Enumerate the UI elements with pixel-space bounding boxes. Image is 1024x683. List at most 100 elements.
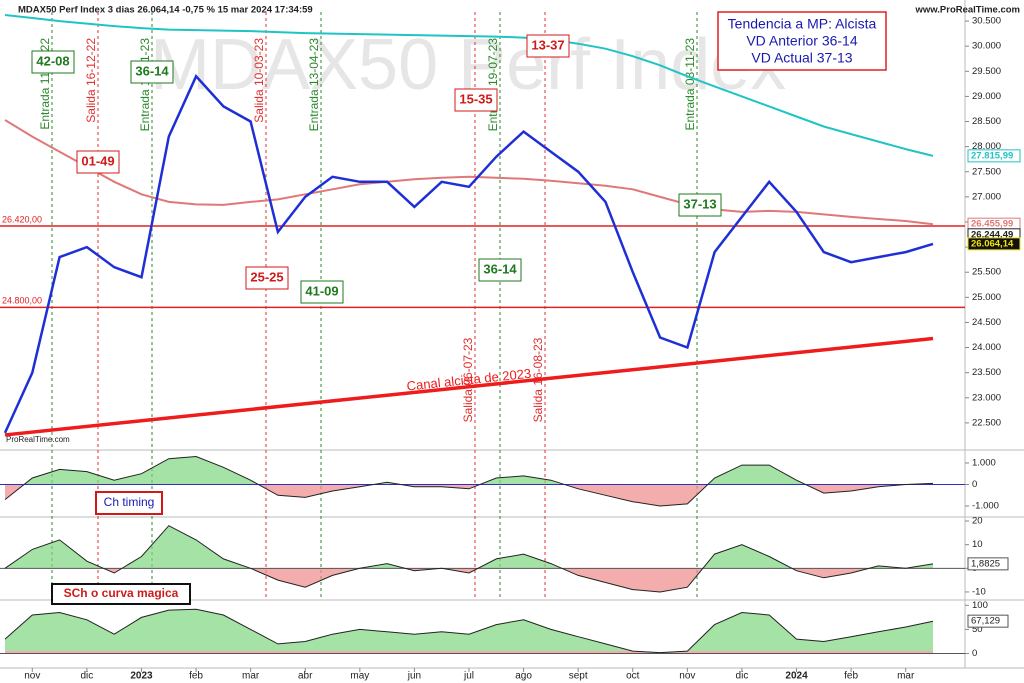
y-tick-label: 23.500 bbox=[972, 367, 1001, 378]
value-tag bbox=[967, 557, 1009, 571]
panel-label-box bbox=[95, 491, 163, 515]
y-tick-label: 30.000 bbox=[972, 41, 1001, 52]
annotation-box bbox=[526, 34, 570, 58]
y-tick-label: 29.500 bbox=[972, 66, 1001, 77]
x-tick-label: feb bbox=[844, 671, 858, 682]
signal-label: Entrada 13-04-23 bbox=[307, 38, 321, 132]
x-tick-label: dic bbox=[80, 671, 93, 682]
price-tag-label: 26.455,99 bbox=[971, 219, 1013, 230]
value-tag-label: 67,129 bbox=[971, 616, 1000, 627]
annotation: 41-09 bbox=[305, 283, 338, 298]
value-tag-label: 1,8825 bbox=[971, 558, 1000, 569]
annotation: 13-37 bbox=[531, 37, 564, 52]
price-line bbox=[4, 14, 934, 157]
y-tick-label: 27.000 bbox=[972, 191, 1001, 202]
annotation: 25-25 bbox=[250, 269, 283, 284]
level-label: 26.420,00 bbox=[2, 214, 42, 224]
x-tick-label: jun bbox=[407, 671, 421, 682]
indicator-line bbox=[4, 455, 934, 507]
signal-label: Salida 10-03-23 bbox=[252, 38, 266, 123]
indicator-area bbox=[5, 485, 900, 506]
price-tag-label: 26.244,49 bbox=[971, 229, 1013, 240]
panel-label-box bbox=[51, 583, 191, 605]
annotation: 37-13 bbox=[683, 196, 716, 211]
y-tick-label: 0 bbox=[972, 479, 977, 490]
signal-label: Entrada 08-11-23 bbox=[683, 38, 697, 131]
level-label: 24.800,00 bbox=[2, 296, 42, 306]
x-tick-label: nov bbox=[24, 671, 40, 682]
y-tick-label: 24.500 bbox=[972, 317, 1001, 328]
price-tag-label: 26.064,14 bbox=[971, 238, 1014, 249]
y-tick-label: -1.000 bbox=[972, 501, 999, 512]
x-tick-label: 2024 bbox=[785, 671, 808, 682]
y-tick-label: 28.000 bbox=[972, 141, 1001, 152]
annotation: 01-49 bbox=[81, 153, 114, 168]
price-tag-label: 27.815,99 bbox=[971, 150, 1013, 161]
annotation: 42-08 bbox=[36, 53, 69, 68]
y-tick-label: 27.500 bbox=[972, 166, 1001, 177]
info-text: VD Anterior 36-14 bbox=[746, 33, 857, 49]
price-tag bbox=[967, 237, 1021, 251]
chart-title: MDAX50 Perf Index 3 dias 26.064,14 -0,75… bbox=[18, 5, 313, 16]
indicator-line bbox=[4, 608, 934, 654]
price-line bbox=[3, 74, 934, 434]
price-line bbox=[4, 119, 934, 226]
x-tick-label: dic bbox=[736, 671, 749, 682]
y-tick-label: 29.000 bbox=[972, 91, 1001, 102]
y-tick-label: 24.000 bbox=[972, 342, 1001, 353]
x-tick-label: may bbox=[350, 671, 369, 682]
annotation: 36-14 bbox=[483, 261, 517, 276]
y-tick-label: -10 bbox=[972, 586, 986, 597]
x-tick-label: sept bbox=[569, 671, 588, 682]
annotation: 15-35 bbox=[459, 91, 492, 106]
annotation-box bbox=[454, 88, 498, 112]
y-tick-label: 20 bbox=[972, 516, 983, 527]
x-tick-label: ago bbox=[515, 671, 532, 682]
annotation-box bbox=[76, 150, 120, 174]
indicator-area bbox=[5, 609, 933, 651]
y-tick-label: 30.500 bbox=[972, 16, 1001, 27]
panel-label: SCh o curva magica bbox=[64, 586, 179, 600]
x-tick-label: 2023 bbox=[130, 671, 153, 682]
x-tick-label: oct bbox=[626, 671, 640, 682]
source-small: ProRealTime.com bbox=[6, 435, 70, 444]
x-tick-label: mar bbox=[897, 671, 915, 682]
x-tick-label: mar bbox=[242, 671, 260, 682]
signal-label: Salida 16-12-22 bbox=[84, 38, 98, 123]
indicator-area bbox=[5, 525, 933, 568]
x-tick-label: feb bbox=[189, 671, 203, 682]
value-tag bbox=[967, 614, 1009, 628]
y-tick-label: 28.500 bbox=[972, 116, 1001, 127]
x-tick-label: abr bbox=[298, 671, 313, 682]
price-tag bbox=[967, 149, 1021, 163]
panel-label: Ch timing bbox=[104, 495, 155, 509]
y-tick-label: 25.500 bbox=[972, 267, 1001, 278]
y-tick-label: 23.000 bbox=[972, 392, 1001, 403]
annotation-box bbox=[31, 50, 75, 74]
y-tick-label: 50 bbox=[972, 624, 983, 635]
info-text: VD Actual 37-13 bbox=[751, 50, 852, 66]
y-tick-label: 1.000 bbox=[972, 457, 996, 468]
info-text: Tendencia a MP: Alcista bbox=[728, 16, 877, 32]
y-tick-label: 10 bbox=[972, 539, 983, 550]
indicator-area bbox=[5, 456, 933, 485]
x-tick-label: jul bbox=[463, 671, 474, 682]
annotation-box bbox=[678, 193, 722, 217]
y-tick-label: 0 bbox=[972, 648, 977, 659]
y-tick-label: 100 bbox=[972, 600, 988, 611]
annotation-box bbox=[300, 280, 344, 304]
indicator-line bbox=[4, 525, 934, 593]
x-tick-label: nov bbox=[679, 671, 695, 682]
signal-label: Salida 06-07-23 bbox=[461, 337, 475, 422]
info-box bbox=[717, 11, 887, 71]
annotation-box bbox=[478, 258, 522, 282]
signal-label: Entrada 18-01-23 bbox=[138, 38, 152, 132]
trend-line bbox=[4, 336, 934, 437]
annotation-box bbox=[245, 266, 289, 290]
annotation: 36-14 bbox=[135, 63, 169, 78]
y-tick-label: 25.000 bbox=[972, 292, 1001, 303]
source: www.ProRealTime.com bbox=[914, 5, 1020, 16]
signal-label: Entrada 19-07-23 bbox=[486, 38, 500, 132]
annotation-box bbox=[130, 60, 174, 84]
